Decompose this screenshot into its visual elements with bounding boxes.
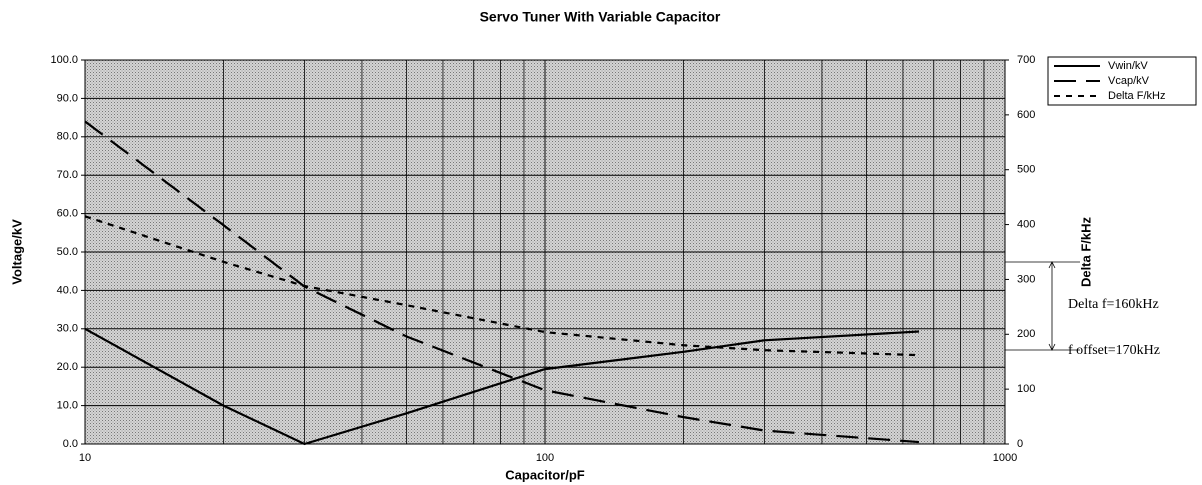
y-tick-label: 100.0 (50, 54, 78, 66)
y-tick-label: 0.0 (63, 438, 78, 450)
x-tick-label: 100 (536, 452, 554, 464)
y2-tick-label: 500 (1017, 164, 1035, 176)
legend-label: Vwin/kV (1108, 60, 1148, 72)
x-tick-label: 1000 (993, 452, 1017, 464)
x-axis-label: Capacitor/pF (505, 467, 585, 482)
series-line (84, 215, 919, 357)
bracket-arrow (1048, 261, 1056, 351)
y-tick-label: 40.0 (57, 284, 78, 296)
y-tick-label: 30.0 (57, 323, 78, 335)
y-axis-label: Voltage/kV (9, 219, 24, 285)
chart-title: Servo Tuner With Variable Capacitor (480, 9, 721, 25)
y2-tick-label: 0 (1017, 438, 1023, 450)
y2-tick-label: 400 (1017, 218, 1035, 230)
series-line (84, 327, 920, 446)
y-tick-label: 70.0 (57, 169, 78, 181)
y-tick-label: 90.0 (57, 92, 78, 104)
y-tick-label: 50.0 (57, 246, 78, 258)
y-tick-label: 10.0 (57, 400, 78, 412)
annotation: f offset=170kHz (1068, 343, 1160, 358)
series-line (84, 120, 920, 444)
legend-label: Vcap/kV (1108, 75, 1150, 87)
bracket (1005, 261, 1080, 351)
y-tick-label: 20.0 (57, 361, 78, 373)
y2-tick-label: 100 (1017, 383, 1035, 395)
x-tick-label: 10 (79, 452, 91, 464)
y2-tick-label: 600 (1017, 109, 1035, 121)
legend: Vwin/kV Vcap/kV Delta F/kHz (1047, 56, 1197, 106)
y-tick-label: 60.0 (57, 208, 78, 220)
y-tick-label: 80.0 (57, 131, 78, 143)
legend-label: Delta F/kHz (1108, 90, 1165, 102)
grid (84, 59, 1006, 445)
y2-axis-label: Delta F/kHz (1078, 216, 1093, 287)
y2-tick-label: 200 (1017, 328, 1035, 340)
y2-tick-label: 300 (1017, 273, 1035, 285)
annotation: Delta f=160kHz (1068, 297, 1159, 312)
y2-tick-label: 700 (1017, 54, 1035, 66)
